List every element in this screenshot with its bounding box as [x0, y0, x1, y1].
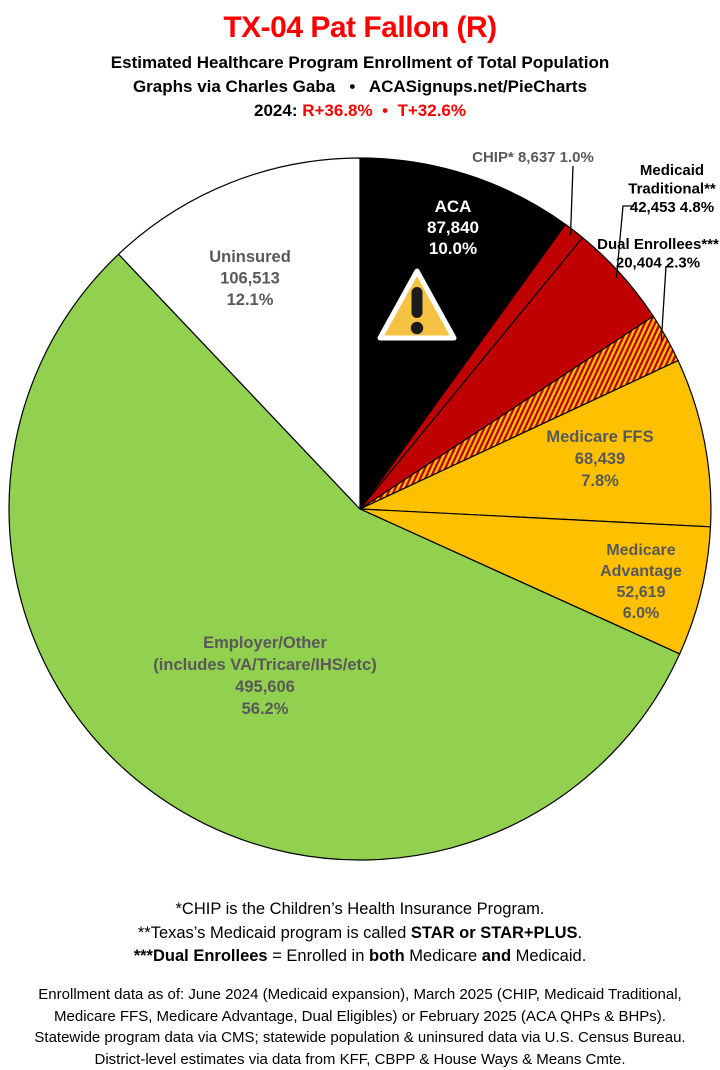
slice-label-chip: CHIP* 8,637 1.0% — [472, 149, 594, 166]
text-segment: . — [577, 923, 583, 942]
text-segment: ACASignups.net/PieCharts — [368, 77, 588, 96]
text-segment: **Texas’s Medicaid program is called — [137, 923, 411, 942]
pie-slice-aca — [359, 157, 567, 510]
slice-label-line: Medicare FFS — [546, 428, 653, 446]
text-segment: STAR or STAR+PLUS — [410, 923, 578, 942]
leader-line-medicaid_traditional — [615, 205, 634, 279]
slice-label-line: (includes VA/Tricare/IHS/etc) — [153, 656, 376, 674]
footnote-line: ***Dual Enrollees = Enrolled in both Med… — [0, 945, 720, 969]
slice-label-line: 10.0% — [429, 239, 477, 258]
slice-label-dual_enrollees: Dual Enrollees*** 20,404 2.3% — [597, 236, 719, 272]
slice-label-line: Employer/Other — [203, 634, 327, 652]
text-segment: both — [368, 947, 405, 965]
header: TX-04 Pat Fallon (R) Estimated Healthcar… — [0, 8, 720, 123]
pie-slice-uninsured — [118, 157, 361, 510]
text-segment: R+36.8% — [302, 101, 373, 120]
leader-line-chip — [569, 165, 574, 236]
text-segment: ***Dual Enrollees — [133, 947, 268, 965]
slice-label-line: 56.2% — [242, 700, 289, 718]
slice-label-uninsured: Uninsured 106,513 12.1% — [209, 248, 291, 309]
text-segment: = Enrolled in — [267, 947, 369, 965]
text-segment: *CHIP is the Children’s Health Insurance… — [175, 900, 545, 918]
source-notes: Enrollment data as of: June 2024 (Medica… — [0, 984, 720, 1070]
text-segment: • — [335, 77, 369, 96]
slice-label-line: 6.0% — [623, 605, 659, 622]
text-segment: Medicaid. — [511, 947, 587, 965]
slice-label-line: Dual Enrollees*** — [597, 236, 719, 253]
pie-slice-medicare_advantage — [359, 508, 712, 655]
text-segment: Graphs via Charles Gaba — [132, 77, 336, 96]
slice-label-line: 68,439 — [575, 450, 625, 468]
slice-label-employer: Employer/Other (includes VA/Tricare/IHS/e… — [153, 634, 376, 718]
footnote-line: *CHIP is the Children’s Health Insurance… — [0, 898, 720, 922]
source-line: Statewide program data via CMS; statewid… — [34, 1029, 686, 1046]
slice-label-aca: ACA 87,840 10.0% — [427, 197, 479, 258]
source-line: District-level estimates via data from K… — [94, 1050, 626, 1068]
source-line: Enrollment data as of: June 2024 (Medica… — [38, 986, 682, 1003]
slice-label-medicare_advantage: Medicare Advantage 52,619 6.0% — [600, 542, 682, 622]
slice-label-line: Medicare — [606, 542, 675, 559]
slice-label-line: Medicaid — [640, 162, 704, 179]
slice-label-line: ACA — [435, 197, 472, 216]
pie-slice-employer — [8, 253, 681, 861]
slice-label-line: 495,606 — [235, 678, 295, 696]
text-segment: 2024: — [254, 101, 303, 120]
slice-label-medicaid_traditional: Medicaid Traditional**42,453 4.8% — [628, 162, 716, 216]
footnote-line: **Texas’s Medicaid program is called STA… — [0, 922, 720, 946]
slice-label-line: 20,404 2.3% — [616, 255, 700, 272]
partisan-lean: 2024: R+36.8% • T+32.6% — [0, 99, 720, 123]
slice-label-line: CHIP* 8,637 1.0% — [472, 149, 594, 166]
byline: Graphs via Charles Gaba • ACASignups.net… — [0, 75, 720, 99]
slice-label-line: 12.1% — [227, 291, 274, 309]
slice-label-line: Advantage — [600, 563, 682, 580]
text-segment: T+32.6% — [397, 101, 466, 120]
slice-label-line: Uninsured — [209, 248, 291, 266]
source-line: Medicare FFS, Medicare Advantage, Dual E… — [54, 1007, 666, 1025]
footnotes: *CHIP is the Children’s Health Insurance… — [0, 898, 720, 969]
pie-slice-medicare_ffs — [359, 360, 712, 528]
slice-label-line: 106,513 — [220, 270, 280, 288]
text-segment: Medicare — [404, 947, 482, 965]
slice-label-medicare_ffs: Medicare FFS 68,439 7.8% — [546, 428, 653, 490]
page-title: TX-04 Pat Fallon (R) — [223, 11, 497, 44]
text-segment: and — [481, 947, 512, 965]
slice-label-line: 42,453 4.8% — [630, 199, 714, 216]
chart-subtitle: Estimated Healthcare Program Enrollment … — [110, 53, 610, 72]
leader-line-dual_enrollees — [660, 265, 667, 341]
slice-label-line: 87,840 — [427, 218, 479, 237]
slice-label-line: Traditional** — [628, 181, 716, 198]
slice-label-line: 52,619 — [617, 584, 666, 601]
text-segment: • — [372, 101, 398, 120]
warning-icon — [377, 268, 457, 341]
slice-label-line: 7.8% — [581, 472, 619, 490]
